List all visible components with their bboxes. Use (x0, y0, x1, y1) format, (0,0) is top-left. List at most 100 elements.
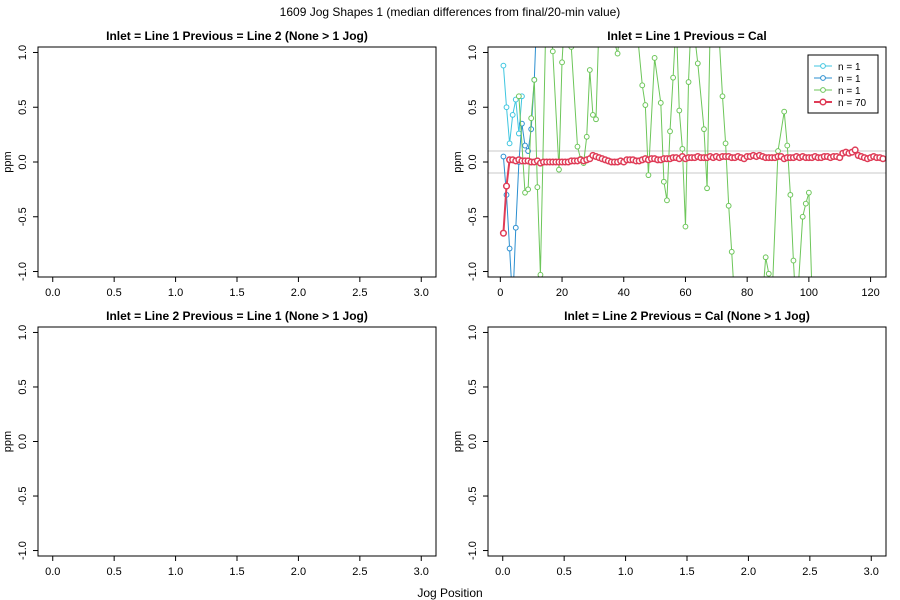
data-point (664, 197, 670, 204)
data-point (500, 153, 507, 160)
figure-x-axis-label: Jog Position (417, 586, 482, 600)
x-tick-label: 3.0 (414, 566, 429, 578)
data-point (725, 202, 732, 209)
x-tick-label: 3.0 (414, 287, 429, 299)
x-tick-label: 120 (861, 287, 879, 299)
data-point (568, 47, 575, 50)
y-axis-label: ppm (2, 151, 14, 172)
data-point (805, 189, 812, 196)
data-point (728, 248, 735, 255)
x-tick-label: 0 (497, 287, 503, 299)
data-point (667, 128, 673, 135)
data-point (515, 93, 522, 100)
y-tick-label: 0.0 (467, 434, 479, 449)
data-point (685, 79, 692, 85)
legend-swatch-marker (820, 87, 826, 93)
y-tick-label: 0.0 (17, 154, 29, 169)
data-point (503, 104, 510, 111)
x-tick-label: 0.0 (45, 287, 60, 299)
x-tick-label: 1.5 (229, 566, 244, 578)
legend-swatch-marker (819, 98, 827, 106)
legend-entry-label: n = 70 (838, 98, 867, 109)
x-tick-label: 2.0 (741, 566, 756, 578)
y-tick-label: 0.5 (467, 379, 479, 394)
data-point (851, 146, 859, 154)
data-point (559, 59, 565, 66)
data-point (574, 143, 581, 150)
x-tick-label: 0.5 (107, 566, 122, 578)
chart-panel-1: Inlet = Line 1 Previous = Line 2 (None >… (2, 29, 437, 299)
y-tick-label: -1.0 (17, 541, 29, 560)
x-tick-label: 0.5 (557, 566, 572, 578)
data-point (522, 142, 528, 149)
y-tick-label: -0.5 (17, 207, 29, 226)
y-tick-label: -1.0 (467, 262, 479, 281)
data-point (657, 99, 664, 106)
data-point (682, 223, 689, 230)
panel-title: Inlet = Line 1 Previous = Cal (607, 29, 766, 43)
data-point (802, 200, 809, 207)
data-point (676, 107, 683, 114)
x-tick-label: 3.0 (864, 566, 879, 578)
x-tick-label: 20 (556, 287, 568, 299)
x-tick-label: 0.0 (495, 566, 510, 578)
data-point (509, 112, 516, 118)
legend-box (807, 54, 879, 114)
chart-panel-3: Inlet = Line 2 Previous = Line 1 (None >… (2, 309, 437, 578)
data-point (660, 178, 667, 185)
data-point (674, 17, 679, 22)
x-tick-label: 60 (679, 287, 691, 299)
x-tick-label: 0.5 (107, 287, 122, 299)
data-point (537, 271, 544, 277)
chart-panel-4: Inlet = Line 2 Previous = Cal (None > 1 … (452, 309, 887, 578)
data-point (593, 116, 599, 123)
panel-frame (37, 46, 437, 278)
x-tick-label: 100 (800, 287, 818, 299)
data-point (670, 74, 677, 81)
x-tick-label: 0.0 (45, 566, 60, 578)
data-point (799, 213, 806, 220)
data-point (769, 302, 774, 307)
data-point (757, 335, 762, 340)
y-axis-label: ppm (452, 151, 464, 172)
legend-swatch-marker (820, 63, 826, 69)
legend-swatch-marker (820, 75, 826, 81)
data-point (775, 148, 781, 154)
panel-frame (487, 46, 887, 278)
data-point (500, 62, 507, 69)
x-tick-label: 2.5 (802, 566, 817, 578)
y-tick-label: 0.5 (467, 100, 479, 115)
y-axis-label: ppm (2, 431, 14, 452)
y-tick-label: 1.0 (17, 45, 29, 60)
x-tick-label: 2.0 (291, 287, 306, 299)
data-point (765, 270, 772, 277)
data-point (645, 172, 652, 179)
legend-entry-label: n = 1 (838, 86, 861, 97)
data-point (549, 48, 556, 55)
x-tick-label: 1.5 (679, 566, 694, 578)
y-tick-label: -1.0 (467, 541, 479, 560)
y-tick-label: 0.5 (17, 379, 29, 394)
data-point (634, 17, 639, 22)
x-tick-label: 80 (741, 287, 753, 299)
data-point (784, 142, 791, 149)
figure-title: 1609 Jog Shapes 1 (median differences fr… (280, 5, 621, 19)
series-line-2 (502, 47, 537, 277)
y-tick-label: 0.0 (17, 434, 29, 449)
panel-title: Inlet = Line 2 Previous = Line 1 (None >… (106, 309, 368, 323)
y-tick-label: -1.0 (17, 262, 29, 281)
x-tick-label: 2.5 (352, 287, 367, 299)
y-tick-label: 1.0 (467, 325, 479, 340)
y-tick-label: -0.5 (17, 487, 29, 506)
data-point (719, 93, 726, 100)
legend-entry-label: n = 1 (838, 62, 861, 73)
data-point (499, 229, 507, 237)
data-point (732, 302, 737, 307)
data-point (813, 324, 818, 329)
chart-panel-2: Inlet = Line 1 Previous = Cal ppm 0 20 40 60 8… (452, 17, 887, 340)
data-point (525, 186, 532, 193)
y-tick-label: 1.0 (467, 45, 479, 60)
x-tick-label: 2.0 (291, 566, 306, 578)
y-tick-label: 0.0 (467, 154, 479, 169)
